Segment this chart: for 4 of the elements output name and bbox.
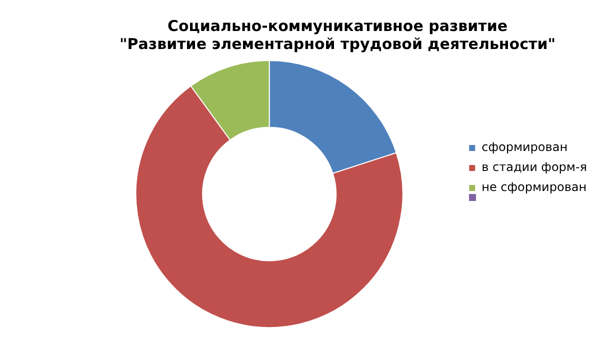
legend-label: не сформирован (482, 180, 587, 194)
legend-label: сформирован (482, 140, 568, 154)
legend-label: в стадии форм-я (482, 160, 587, 174)
chart-title: Социально-коммуникативное развитие "Развитие элементарной трудовой деятельности" (119, 16, 556, 53)
